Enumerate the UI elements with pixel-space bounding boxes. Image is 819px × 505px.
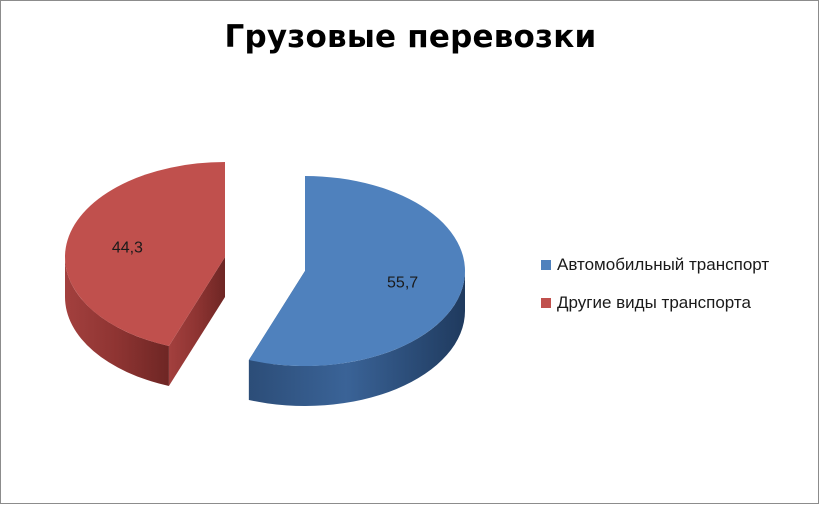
chart-title: Грузовые перевозки	[224, 19, 597, 55]
legend-swatch-auto	[541, 260, 551, 270]
pie-slice-other	[65, 162, 225, 386]
data-label-auto: 55,7	[387, 274, 418, 291]
legend-item-other: Другие виды транспорта	[541, 293, 769, 313]
data-label-other: 44,3	[112, 240, 143, 257]
legend-item-auto: Автомобильный транспорт	[541, 255, 769, 275]
legend-swatch-other	[541, 298, 551, 308]
legend-label-auto: Автомобильный транспорт	[557, 255, 770, 274]
legend: Автомобильный транспорт Другие виды тран…	[541, 255, 769, 331]
pie-slice-auto	[248, 176, 466, 406]
legend-label-other: Другие виды транспорта	[557, 293, 751, 312]
